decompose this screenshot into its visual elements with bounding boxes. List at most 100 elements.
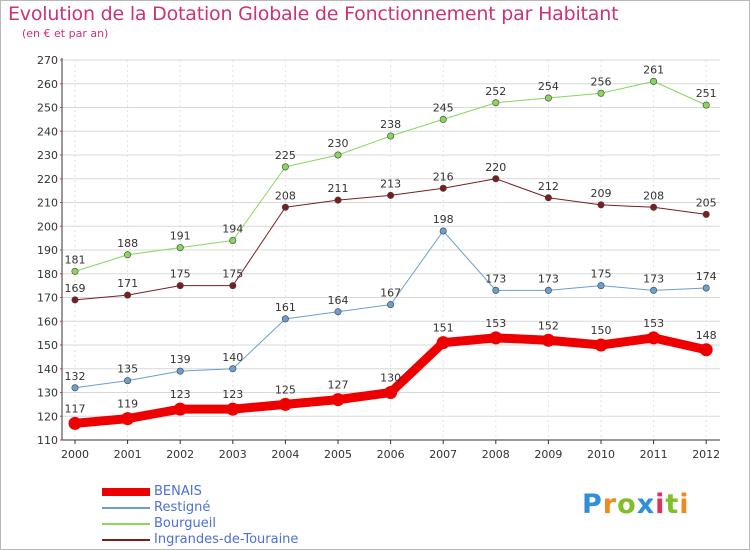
data-point-ingrandes-de-touraine — [229, 282, 237, 290]
legend-label-restigne: Restigné — [154, 500, 211, 515]
x-tick-label: 2010 — [587, 448, 615, 461]
y-tick-label: 240 — [37, 125, 58, 138]
legend-label-bourgueil: Bourgueil — [154, 516, 216, 531]
x-tick-label: 2001 — [114, 448, 142, 461]
data-point-bourgueil — [597, 89, 605, 97]
data-point-ingrandes-de-touraine — [281, 203, 289, 211]
legend-label-ingrandes: Ingrandes-de-Touraine — [154, 532, 299, 547]
legend-swatch-restigne — [102, 507, 150, 509]
data-label-ingrandes-de-touraine: 169 — [65, 282, 86, 295]
data-point-restign- — [544, 286, 552, 294]
chart-subtitle: (en € et par an) — [22, 27, 109, 40]
data-label-ingrandes-de-touraine: 208 — [275, 189, 296, 202]
data-label-bourgueil: 252 — [485, 85, 506, 98]
data-point-ingrandes-de-touraine — [124, 291, 132, 299]
data-label-restign-: 167 — [380, 287, 401, 300]
data-point-bourgueil — [281, 163, 289, 171]
data-label-ingrandes-de-touraine: 209 — [591, 187, 612, 200]
data-point-ingrandes-de-touraine — [439, 184, 447, 192]
data-label-benais: 153 — [485, 317, 506, 330]
y-tick-label: 250 — [37, 102, 58, 115]
data-point-bourgueil — [702, 101, 710, 109]
data-label-ingrandes-de-touraine: 216 — [433, 170, 454, 183]
y-tick-label: 220 — [37, 173, 58, 186]
data-point-benais — [278, 397, 292, 411]
data-point-restign- — [71, 384, 79, 392]
x-tick-label: 2006 — [377, 448, 405, 461]
data-label-bourgueil: 181 — [65, 253, 86, 266]
data-point-restign- — [124, 377, 132, 385]
y-tick-label: 150 — [37, 339, 58, 352]
data-label-benais: 125 — [275, 383, 296, 396]
y-tick-label: 270 — [37, 54, 58, 67]
x-tick-label: 2009 — [534, 448, 562, 461]
y-tick-label: 210 — [37, 197, 58, 210]
data-point-benais — [541, 333, 555, 347]
data-label-benais: 123 — [222, 388, 243, 401]
data-point-restign- — [702, 284, 710, 292]
data-point-bourgueil — [492, 99, 500, 107]
y-tick-label: 170 — [37, 292, 58, 305]
data-label-bourgueil: 191 — [170, 230, 191, 243]
data-label-benais: 123 — [170, 388, 191, 401]
data-point-restign- — [176, 367, 184, 375]
data-label-ingrandes-de-touraine: 211 — [328, 182, 349, 195]
data-label-bourgueil: 230 — [328, 137, 349, 150]
legend-swatch-ingrandes — [102, 539, 150, 541]
data-label-restign-: 174 — [696, 270, 717, 283]
data-point-benais — [121, 412, 135, 426]
data-label-benais: 117 — [65, 402, 86, 415]
data-label-ingrandes-de-touraine: 220 — [485, 161, 506, 174]
x-tick-label: 2000 — [61, 448, 89, 461]
data-label-restign-: 161 — [275, 301, 296, 314]
y-tick-label: 140 — [37, 363, 58, 376]
data-point-ingrandes-de-touraine — [176, 282, 184, 290]
data-label-restign-: 198 — [433, 213, 454, 226]
x-tick-label: 2012 — [692, 448, 720, 461]
data-point-ingrandes-de-touraine — [650, 203, 658, 211]
proxiti-logo: Proxiti — [582, 489, 690, 520]
y-tick-label: 230 — [37, 149, 58, 162]
data-point-ingrandes-de-touraine — [492, 175, 500, 183]
y-tick-label: 200 — [37, 220, 58, 233]
x-tick-label: 2004 — [271, 448, 299, 461]
legend-swatch-bourgueil — [102, 523, 150, 525]
data-label-benais: 127 — [328, 379, 349, 392]
y-tick-label: 260 — [37, 78, 58, 91]
y-tick-label: 160 — [37, 315, 58, 328]
data-label-bourgueil: 194 — [222, 223, 243, 236]
data-label-bourgueil: 251 — [696, 87, 717, 100]
data-label-benais: 153 — [643, 317, 664, 330]
legend-swatch-benais — [102, 488, 150, 496]
y-tick-label: 120 — [37, 410, 58, 423]
data-label-benais: 148 — [696, 329, 717, 342]
data-point-bourgueil — [387, 132, 395, 140]
data-label-bourgueil: 188 — [117, 237, 138, 250]
data-point-benais — [647, 331, 661, 345]
data-label-restign-: 173 — [485, 272, 506, 285]
data-point-ingrandes-de-touraine — [597, 201, 605, 209]
data-label-benais: 152 — [538, 319, 559, 332]
data-label-restign-: 139 — [170, 353, 191, 366]
data-point-benais — [489, 331, 503, 345]
data-point-restign- — [281, 315, 289, 323]
data-label-restign-: 164 — [328, 294, 349, 307]
data-label-benais: 151 — [433, 322, 454, 335]
data-label-bourgueil: 245 — [433, 101, 454, 114]
data-label-ingrandes-de-touraine: 175 — [222, 268, 243, 281]
data-point-ingrandes-de-touraine — [544, 194, 552, 202]
chart-title: Evolution de la Dotation Globale de Fonc… — [8, 3, 619, 25]
data-label-bourgueil: 261 — [643, 63, 664, 76]
y-tick-label: 190 — [37, 244, 58, 257]
data-label-benais: 130 — [380, 372, 401, 385]
data-point-benais — [594, 338, 608, 352]
data-point-bourgueil — [176, 244, 184, 252]
x-tick-label: 2002 — [166, 448, 194, 461]
data-point-ingrandes-de-touraine — [702, 210, 710, 218]
data-point-ingrandes-de-touraine — [71, 296, 79, 304]
data-point-restign- — [334, 308, 342, 316]
x-tick-label: 2011 — [640, 448, 668, 461]
data-point-benais — [699, 343, 713, 357]
data-label-ingrandes-de-touraine: 208 — [643, 189, 664, 202]
